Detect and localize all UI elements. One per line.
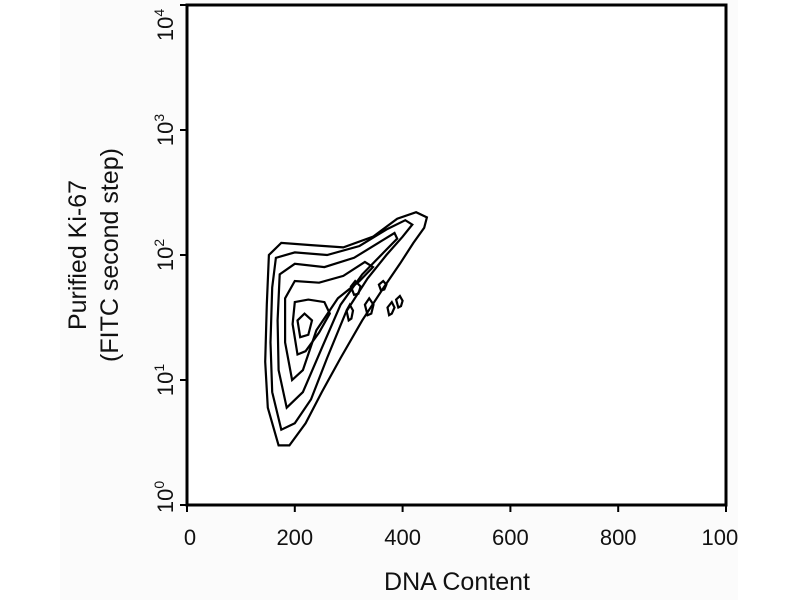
x-axis-ticks: 0 200 400 600 800 1000 [184, 505, 738, 550]
contour-line [291, 298, 332, 357]
y-tick-label: 104 [151, 9, 178, 41]
chart-figure: 0 200 400 600 800 1000 100 101 102 103 104 DNA Co… [60, 0, 738, 600]
contour-line [284, 260, 375, 383]
contour-line [296, 312, 314, 339]
contour-line [386, 300, 396, 317]
x-tick-label: 400 [384, 525, 421, 550]
contour-line [269, 218, 414, 432]
contour-line [349, 279, 362, 297]
y-tick-label: 100 [151, 481, 178, 513]
contour-line [264, 211, 429, 447]
x-tick-label: 200 [276, 525, 313, 550]
x-tick-label: 1000 [702, 525, 738, 550]
contour-line [345, 302, 355, 323]
y-axis-ticks: 100 101 102 103 104 [151, 4, 187, 513]
contour-line [276, 231, 399, 410]
contour-line [377, 279, 388, 292]
y-tick-label: 102 [151, 239, 178, 271]
plot-area [187, 5, 726, 505]
contour-chart: 0 200 400 600 800 1000 100 101 102 103 104 DNA Co… [64, 3, 738, 596]
y-tick-label: 103 [151, 114, 178, 146]
x-tick-label: 800 [600, 525, 637, 550]
contour-line [394, 294, 404, 310]
contour-line [363, 296, 375, 317]
contour-lines [264, 211, 429, 447]
y-tick-label: 101 [151, 364, 178, 396]
y-axis-title-line2: (FITC second step) [96, 148, 124, 362]
x-tick-label: 0 [184, 525, 196, 550]
x-tick-label: 600 [492, 525, 529, 550]
y-axis-title-line1: Purified Ki-67 [64, 180, 92, 330]
x-axis-title: DNA Content [384, 568, 530, 596]
